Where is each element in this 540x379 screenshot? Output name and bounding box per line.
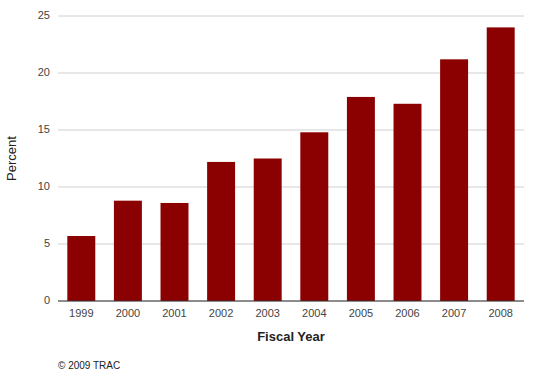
x-tick-label: 2003: [255, 307, 279, 319]
y-tick-label: 5: [44, 237, 50, 249]
bar: [254, 159, 282, 302]
bar: [394, 104, 422, 301]
y-tick-label: 20: [38, 66, 50, 78]
y-tick-label: 0: [44, 294, 50, 306]
bar: [347, 97, 375, 301]
x-tick-label: 2004: [302, 307, 326, 319]
y-tick-label: 25: [38, 9, 50, 21]
y-tick-label: 15: [38, 123, 50, 135]
x-tick-label: 2002: [209, 307, 233, 319]
annotation: © 2009 TRAC: [58, 360, 120, 371]
bar: [67, 236, 95, 301]
bar: [207, 162, 235, 301]
y-tick-label: 10: [38, 180, 50, 192]
x-tick-label: 2001: [162, 307, 186, 319]
x-tick-label: 2006: [395, 307, 419, 319]
x-tick-label: 2000: [116, 307, 140, 319]
y-axis-label: Percent: [4, 136, 19, 181]
bars: [67, 27, 514, 301]
x-tick-label: 2005: [349, 307, 373, 319]
grid: [58, 16, 524, 301]
x-tick-label: 2007: [442, 307, 466, 319]
plot-area: [58, 16, 524, 301]
bar: [487, 27, 515, 301]
x-axis-line: [58, 301, 524, 302]
bar: [114, 201, 142, 301]
chart: 0 5 10 15 20 25 1999 2000 2001 2002 2003 2004 2005 20…: [0, 0, 540, 379]
x-tick-label: 2008: [488, 307, 512, 319]
grid-line: [58, 16, 524, 17]
x-tick-label: 1999: [69, 307, 93, 319]
bar: [300, 132, 328, 301]
grid-line: [58, 301, 524, 302]
bar: [161, 203, 189, 301]
bar: [440, 59, 468, 301]
x-axis-label: Fiscal Year: [257, 329, 325, 344]
